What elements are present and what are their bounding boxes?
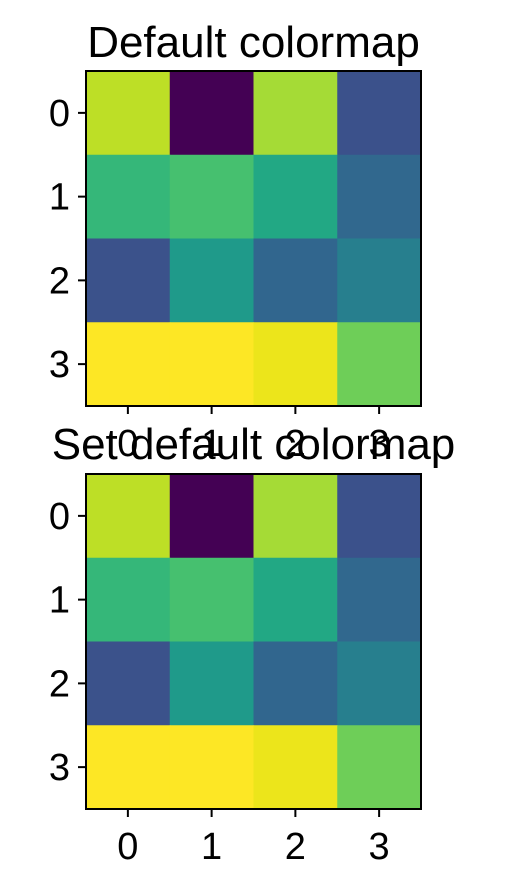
x-tick-label: 3 (369, 423, 390, 465)
heatmap-cell-r2-c2 (253, 641, 338, 726)
heatmap-cell-r2-c3 (337, 238, 422, 323)
heatmap-cell-r2-c3 (337, 641, 422, 726)
y-tick-label: 0 (49, 93, 70, 135)
y-tick-label: 3 (49, 344, 70, 386)
axis-ticks: 0 1 2 3 0 1 2 3 (49, 93, 390, 465)
y-tick-label: 2 (49, 260, 70, 302)
axes-frame (85, 70, 422, 407)
heatmap-cell-r3-c3 (337, 725, 422, 810)
heatmap-panel-default: 0 1 2 3 0 1 2 3 Default colormap (49, 18, 422, 465)
heatmap-cell-r1-c3 (337, 557, 422, 643)
heatmap-cell-r2-c1 (169, 641, 255, 726)
y-tick-label: 1 (49, 177, 70, 219)
heatmap-cell-r3-c0 (86, 322, 171, 407)
y-tick-label: 1 (49, 580, 70, 622)
heatmap-cell-r1-c1 (169, 154, 255, 240)
heatmap-cell-r1-c0 (86, 557, 171, 643)
heatmap-cell-r1-c2 (253, 557, 338, 643)
heatmap-cell-r3-c1 (169, 322, 255, 407)
y-tick-label: 3 (49, 747, 70, 789)
heatmap-cell-r0-c2 (253, 71, 338, 156)
heatmap-cell-r1-c1 (169, 557, 255, 643)
y-tick-label: 0 (49, 496, 70, 538)
heatmap-cell-r3-c0 (86, 725, 171, 810)
heatmap-cell-r0-c2 (253, 474, 338, 559)
x-tick-label: 0 (117, 826, 138, 868)
x-tick-label: 2 (285, 423, 306, 465)
x-tick-label: 3 (369, 826, 390, 868)
heatmap-cell-r3-c1 (169, 725, 255, 810)
heatmap-cell-r1-c0 (86, 154, 171, 240)
x-tick-label: 0 (117, 423, 138, 465)
heatmap-cell-r0-c1 (169, 474, 255, 559)
heatmap-cell-r0-c0 (86, 71, 171, 156)
heatmap-cell-r0-c0 (86, 474, 171, 559)
heatmap-cell-r2-c2 (253, 238, 338, 323)
heatmap-cells (86, 71, 422, 407)
heatmap-panel-set-default: 0 1 2 3 0 1 2 3 Set default colormap (49, 420, 455, 868)
heatmap-cell-r1-c2 (253, 154, 338, 240)
heatmap-cell-r2-c1 (169, 238, 255, 323)
heatmap-cell-r3-c3 (337, 322, 422, 407)
chart-title: Set default colormap (52, 420, 456, 469)
y-tick-label: 2 (49, 663, 70, 705)
axis-ticks: 0 1 2 3 0 1 2 3 (49, 496, 390, 868)
x-tick-label: 2 (285, 826, 306, 868)
chart-title: Default colormap (87, 18, 420, 67)
heatmap-cell-r3-c2 (253, 322, 338, 407)
axes-frame (85, 473, 422, 810)
heatmap-cell-r1-c3 (337, 154, 422, 240)
heatmap-cells (86, 474, 422, 810)
heatmap-cell-r0-c1 (169, 71, 255, 156)
x-tick-label: 1 (201, 826, 222, 868)
heatmap-cell-r0-c3 (337, 474, 422, 559)
heatmap-cell-r2-c0 (86, 641, 171, 726)
heatmap-cell-r3-c2 (253, 725, 338, 810)
heatmap-cell-r2-c0 (86, 238, 171, 323)
x-tick-label: 1 (201, 423, 222, 465)
heatmap-cell-r0-c3 (337, 71, 422, 156)
